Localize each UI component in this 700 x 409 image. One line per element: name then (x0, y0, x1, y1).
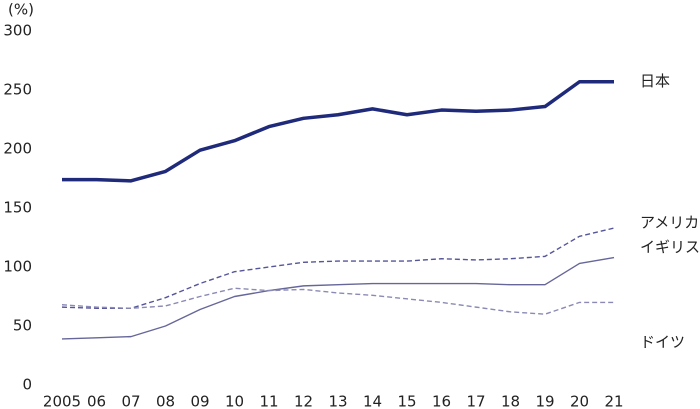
x-tick-label: 15 (397, 393, 416, 409)
x-tick-label: 09 (190, 393, 209, 409)
y-tick-label: 250 (3, 81, 32, 99)
series-line (62, 79, 614, 183)
x-tick-label: 16 (432, 393, 451, 409)
y-tick-label: 0 (22, 376, 32, 394)
y-tick-label: 200 (3, 140, 32, 158)
y-tick-label: 150 (3, 199, 32, 217)
x-tick-label: 19 (535, 393, 554, 409)
x-tick-label: 07 (121, 393, 140, 409)
x-tick-label: 08 (156, 393, 175, 409)
y-tick-label: 100 (3, 258, 32, 276)
series-label: アメリカ (640, 214, 699, 232)
series-line (61, 256, 615, 340)
y-tick-label: 300 (3, 22, 32, 40)
x-tick-label: 17 (466, 393, 485, 409)
series-label: イギリス (640, 238, 700, 256)
x-tick-label: 21 (604, 393, 623, 409)
y-tick-label: 50 (13, 317, 32, 335)
series-line (61, 287, 614, 315)
x-tick-label: 10 (225, 393, 244, 409)
x-tick-label: 18 (501, 393, 520, 409)
series-line (61, 227, 615, 309)
x-tick-label: 2005 (43, 393, 81, 409)
x-tick-label: 13 (328, 393, 347, 409)
x-tick-label: 14 (363, 393, 382, 409)
x-tick-label: 12 (294, 393, 313, 409)
series-label: 日本 (640, 72, 670, 90)
x-tick-label: 11 (259, 393, 278, 409)
series-label: ドイツ (640, 333, 685, 351)
x-tick-label: 06 (87, 393, 106, 409)
x-tick-label: 20 (570, 393, 589, 409)
y-axis-label: (%) (8, 1, 34, 19)
